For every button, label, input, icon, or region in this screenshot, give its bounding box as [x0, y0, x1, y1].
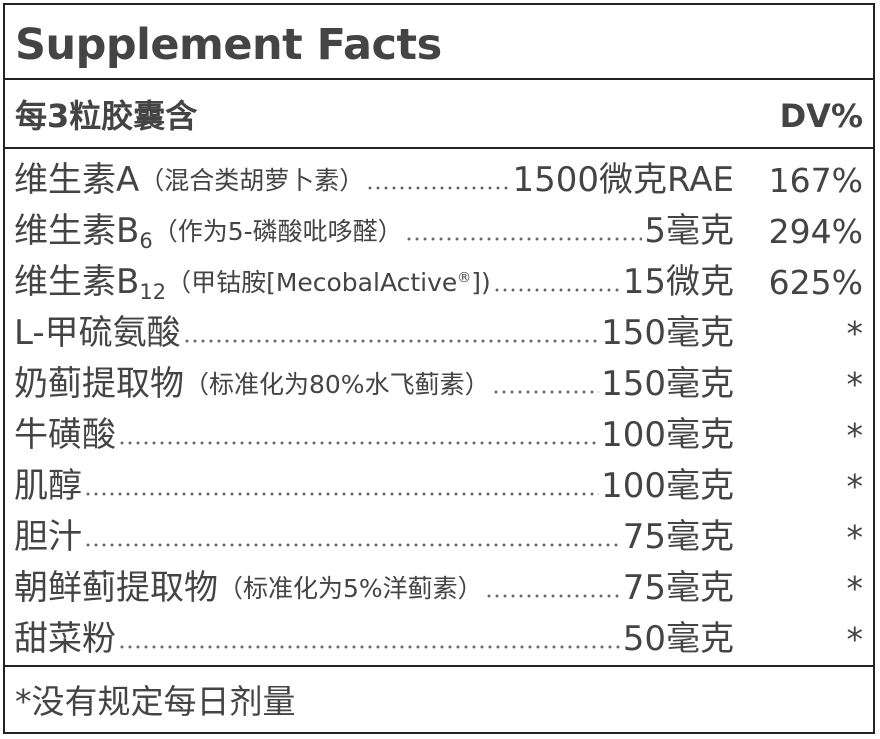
nutrient-name: 朝鲜蓟提取物 — [14, 568, 218, 608]
nutrient-name: 胆汁 — [14, 517, 82, 557]
nutrient-amount: 15微克 — [622, 262, 734, 302]
nutrient-name-text: 维生素B — [14, 211, 140, 251]
nutrient-name: 甜菜粉 — [14, 619, 116, 659]
nutrient-row: L-甲硫氨酸 150毫克 * — [5, 308, 873, 359]
nutrient-dv: * — [846, 467, 864, 506]
footnote: *没有规定每日剂量 — [15, 682, 296, 721]
dv-column-header: DV% — [779, 97, 863, 135]
nutrient-row: 维生素B12 （甲钴胺[MecobalActive®]) 15微克 625% — [5, 257, 873, 308]
dot-leader — [492, 287, 621, 292]
nutrient-amount: 75毫克 — [622, 568, 734, 608]
nutrient-name: 维生素B12 — [14, 257, 166, 308]
nutrient-name-cell: 朝鲜蓟提取物 （标准化为5%洋蓟素） 75毫克 — [14, 563, 734, 614]
nutrient-note-text: （甲钴胺[MecobalActive — [166, 268, 458, 297]
nutrient-note: （混合类胡萝卜素） — [139, 166, 365, 195]
dot-leader — [182, 338, 600, 343]
dot-leader — [118, 644, 621, 649]
nutrient-dv: 167% — [768, 161, 863, 200]
nutrient-dv: * — [846, 569, 864, 608]
nutrient-amount: 75毫克 — [622, 517, 734, 557]
nutrient-dv: * — [846, 314, 864, 353]
nutrient-name: 肌醇 — [14, 466, 82, 506]
nutrient-note: （作为5-磷酸吡哆醛） — [152, 217, 403, 246]
nutrient-subscript: 6 — [139, 229, 153, 253]
dot-leader — [491, 389, 600, 394]
nutrient-amount: 100毫克 — [601, 466, 734, 506]
nutrient-row: 肌醇 100毫克 * — [5, 461, 873, 512]
supplement-facts-panel: Supplement Facts 每3粒胶囊含 DV% 维生素A （混合类胡萝卜… — [3, 3, 875, 734]
nutrient-amount: 5毫克 — [644, 211, 734, 251]
registered-mark: ® — [457, 270, 472, 286]
nutrient-name: 维生素A — [14, 160, 140, 200]
panel-title: Supplement Facts — [15, 20, 442, 70]
serving-size-label: 每3粒胶囊含 — [15, 97, 198, 135]
nutrient-row: 奶蓟提取物 （标准化为80%水飞蓟素） 150毫克 * — [5, 359, 873, 410]
nutrient-dv: 625% — [768, 263, 863, 302]
nutrient-amount: 100毫克 — [601, 415, 734, 455]
nutrient-note-end: ]) — [471, 268, 491, 297]
nutrient-row: 维生素B6 （作为5-磷酸吡哆醛） 5毫克 294% — [5, 206, 873, 257]
nutrient-name: 奶蓟提取物 — [14, 364, 184, 404]
nutrient-name-cell: 维生素A （混合类胡萝卜素） 1500微克RAE — [14, 155, 734, 206]
nutrient-name: 维生素B6 — [14, 206, 153, 257]
nutrient-row: 维生素A （混合类胡萝卜素） 1500微克RAE 167% — [5, 155, 873, 206]
nutrient-row: 甜菜粉 50毫克 * — [5, 614, 873, 665]
nutrient-name: 牛磺酸 — [14, 415, 116, 455]
nutrient-dv: 294% — [768, 212, 863, 251]
nutrient-dv: * — [846, 620, 864, 659]
title-divider — [5, 78, 873, 80]
nutrient-amount: 150毫克 — [601, 364, 734, 404]
nutrient-amount: 1500微克RAE — [512, 160, 734, 200]
dot-leader — [366, 185, 511, 190]
nutrient-name-cell: 肌醇 100毫克 — [14, 461, 734, 512]
nutrient-name-text: 维生素B — [14, 262, 140, 302]
nutrient-name-cell: 维生素B6 （作为5-磷酸吡哆醛） 5毫克 — [14, 206, 734, 257]
dot-leader — [84, 542, 621, 547]
nutrient-amount: 150毫克 — [601, 313, 734, 353]
dot-leader — [484, 593, 621, 598]
nutrient-dv: * — [846, 518, 864, 557]
nutrient-subscript: 12 — [139, 280, 167, 304]
nutrient-row: 牛磺酸 100毫克 * — [5, 410, 873, 461]
nutrient-name-cell: 维生素B12 （甲钴胺[MecobalActive®]) 15微克 — [14, 257, 734, 308]
nutrient-name-cell: L-甲硫氨酸 150毫克 — [14, 308, 734, 359]
nutrient-dv: * — [846, 365, 864, 404]
nutrient-name: L-甲硫氨酸 — [14, 313, 181, 353]
nutrient-name-cell: 胆汁 75毫克 — [14, 512, 734, 563]
nutrient-name-cell: 奶蓟提取物 （标准化为80%水飞蓟素） 150毫克 — [14, 359, 734, 410]
dot-leader — [118, 440, 600, 445]
nutrient-dv: * — [846, 416, 864, 455]
nutrient-row: 朝鲜蓟提取物 （标准化为5%洋蓟素） 75毫克 * — [5, 563, 873, 614]
dot-leader — [84, 491, 600, 496]
dot-leader — [404, 236, 643, 241]
nutrient-name-cell: 甜菜粉 50毫克 — [14, 614, 734, 665]
footer-divider — [5, 665, 873, 667]
nutrient-note: （标准化为5%洋蓟素） — [218, 574, 483, 603]
nutrient-row: 胆汁 75毫克 * — [5, 512, 873, 563]
nutrient-note: （标准化为80%水飞蓟素） — [184, 370, 490, 399]
header-divider — [5, 147, 873, 149]
nutrient-name-cell: 牛磺酸 100毫克 — [14, 410, 734, 461]
nutrient-note: （甲钴胺[MecobalActive®]) — [166, 257, 491, 308]
nutrient-amount: 50毫克 — [622, 619, 734, 659]
